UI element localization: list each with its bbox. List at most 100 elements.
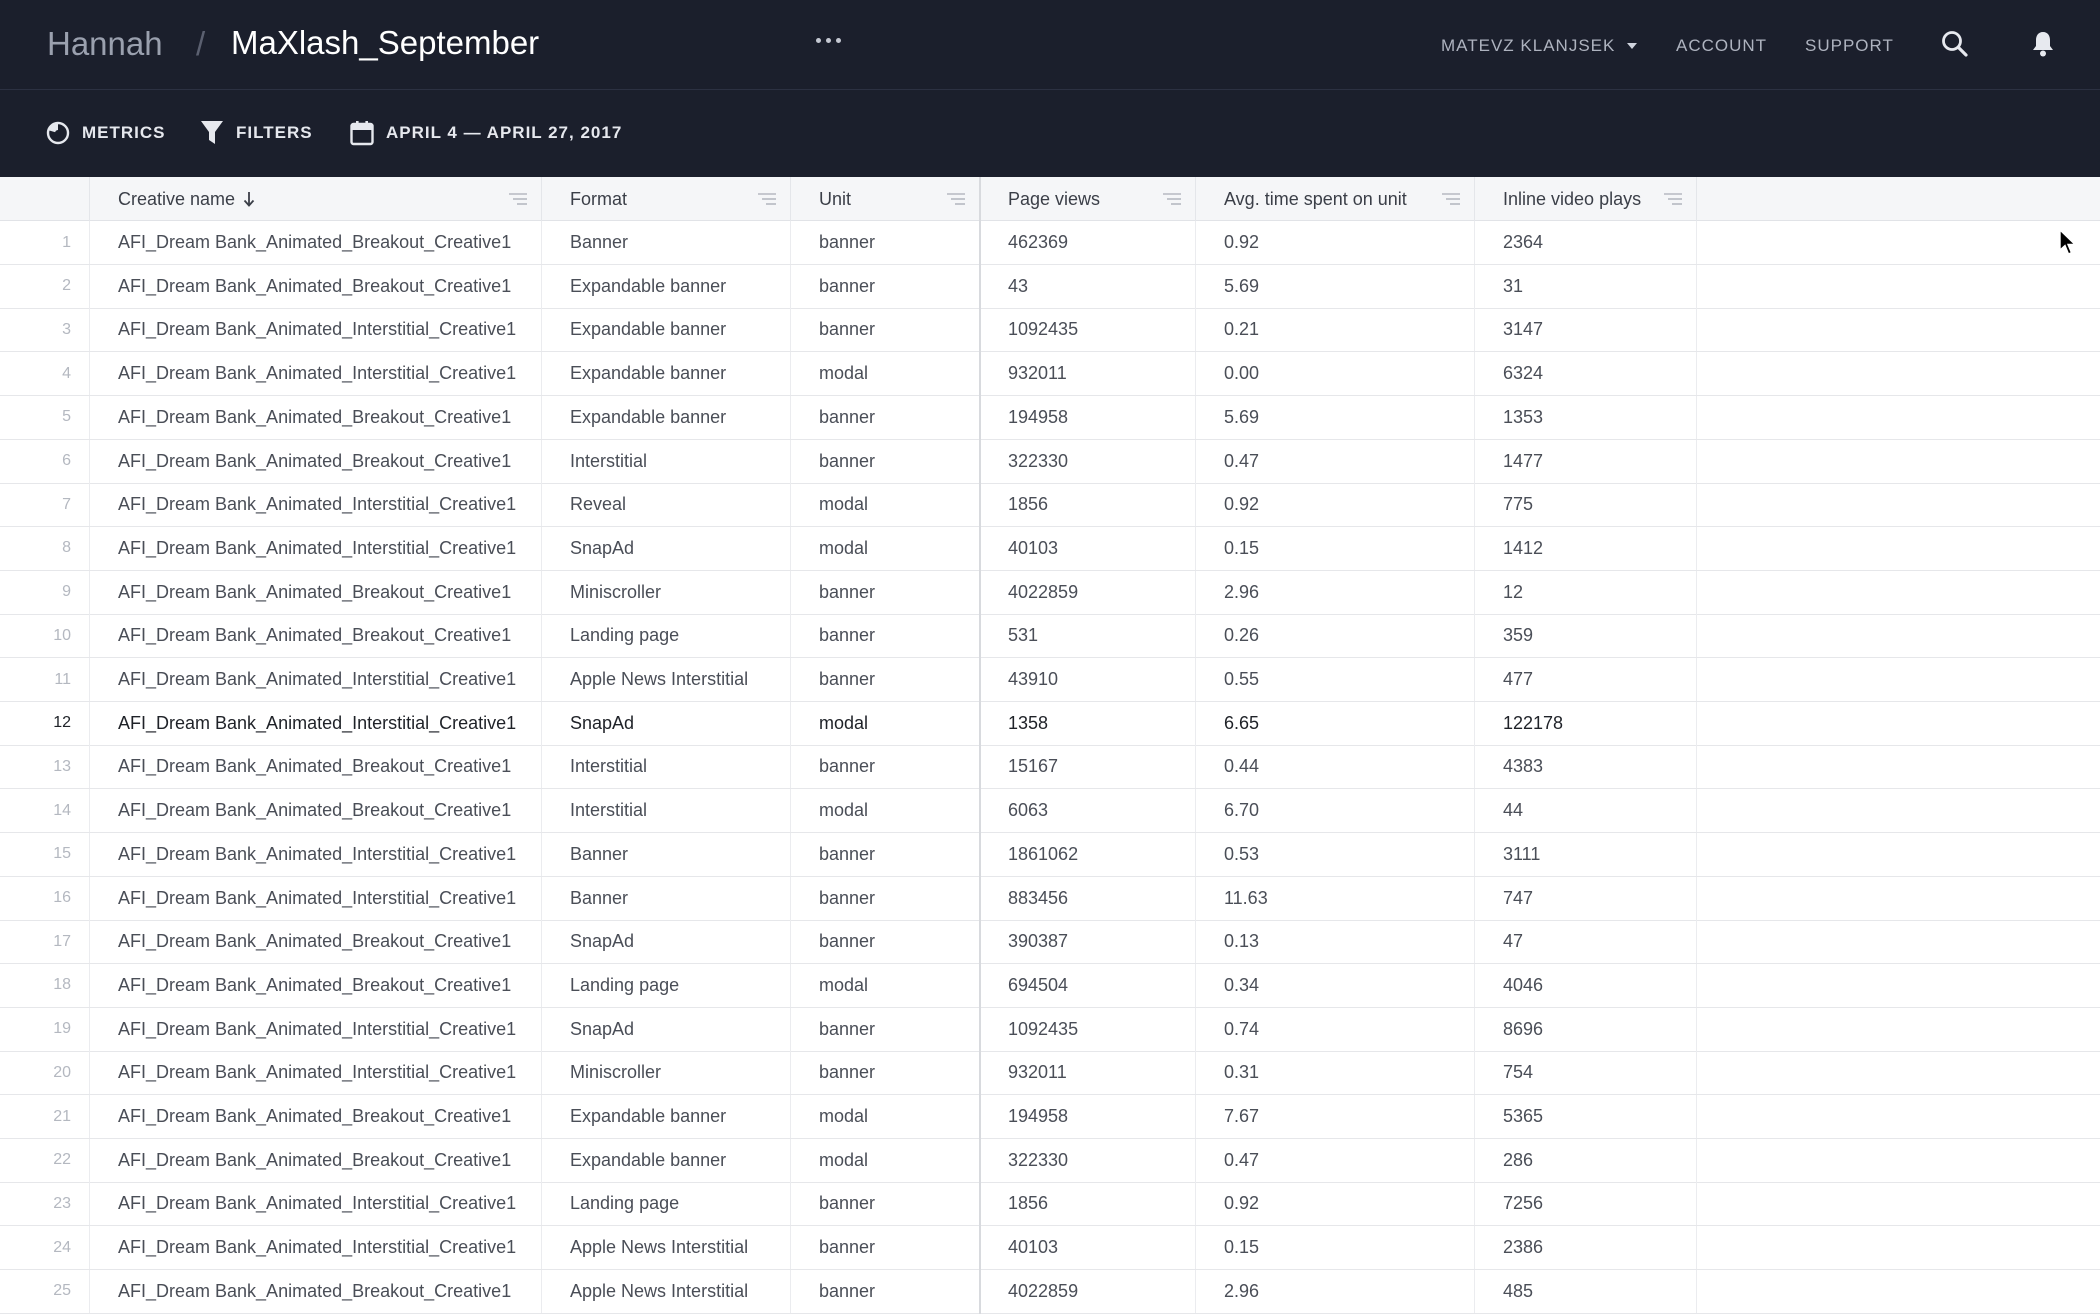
unit-cell: banner — [791, 920, 980, 964]
unit-cell: banner — [791, 439, 980, 483]
avg-time-cell: 0.15 — [1196, 1226, 1475, 1270]
column-header-page-views[interactable]: Page views — [980, 177, 1196, 221]
table-row[interactable]: 17 AFI_Dream Bank_Animated_Breakout_Creat… — [0, 920, 2100, 965]
inline-video-plays-cell: 3111 — [1475, 832, 1697, 876]
avg-time-cell: 0.92 — [1196, 483, 1475, 527]
table-row[interactable]: 9 AFI_Dream Bank_Animated_Breakout_Creati… — [0, 570, 2100, 615]
page-views-cell: 194958 — [980, 1095, 1196, 1138]
page-views-cell: 1092435 — [980, 308, 1196, 352]
sort-down-icon[interactable] — [243, 191, 255, 207]
ellipsis-icon[interactable] — [810, 22, 846, 58]
search-icon[interactable] — [1939, 28, 1971, 60]
table-row[interactable]: 25 AFI_Dream Bank_Animated_Breakout_Creat… — [0, 1269, 2100, 1314]
column-header-unit[interactable]: Unit — [791, 177, 980, 221]
table-row[interactable]: 3 AFI_Dream Bank_Animated_Interstitial_Cr… — [0, 308, 2100, 353]
unit-cell: banner — [791, 1182, 980, 1226]
row-index-cell: 4 — [0, 352, 90, 396]
user-menu[interactable]: MATEVZ KLANJSEK — [1441, 36, 1638, 56]
column-label: Avg. time spent on unit — [1224, 188, 1407, 209]
table-row[interactable]: 23 AFI_Dream Bank_Animated_Interstitial_C… — [0, 1182, 2100, 1227]
unit-cell: banner — [791, 614, 980, 658]
unit-cell: banner — [791, 876, 980, 920]
inline-video-plays-cell: 2386 — [1475, 1226, 1697, 1270]
row-index-cell: 12 — [0, 701, 90, 745]
creative-name-cell: AFI_Dream Bank_Animated_Interstitial_Cre… — [90, 483, 542, 527]
table-row[interactable]: 19 AFI_Dream Bank_Animated_Interstitial_C… — [0, 1007, 2100, 1052]
table-row[interactable]: 5 AFI_Dream Bank_Animated_Breakout_Creati… — [0, 395, 2100, 440]
format-cell: Expandable banner — [542, 352, 791, 396]
table-row[interactable]: 20 AFI_Dream Bank_Animated_Interstitial_C… — [0, 1051, 2100, 1096]
format-cell: Landing page — [542, 963, 791, 1007]
avg-time-cell: 0.44 — [1196, 745, 1475, 789]
avg-time-cell: 5.69 — [1196, 395, 1475, 439]
inline-video-plays-cell: 122178 — [1475, 701, 1697, 745]
row-index-cell: 6 — [0, 439, 90, 483]
avg-time-cell: 11.63 — [1196, 876, 1475, 920]
column-header-format[interactable]: Format — [542, 177, 791, 221]
column-header-creative-name[interactable]: Creative name — [90, 177, 542, 221]
table-row[interactable]: 18 AFI_Dream Bank_Animated_Breakout_Creat… — [0, 963, 2100, 1008]
date-range-picker[interactable]: APRIL 4 — APRIL 27, 2017 — [350, 118, 622, 148]
page-views-cell: 932011 — [980, 1051, 1196, 1095]
page-views-cell: 15167 — [980, 745, 1196, 789]
column-menu-icon[interactable] — [509, 193, 527, 205]
table-row[interactable]: 21 AFI_Dream Bank_Animated_Breakout_Creat… — [0, 1095, 2100, 1139]
column-header-inline-video-plays[interactable]: Inline video plays — [1475, 177, 1697, 221]
date-range-label: APRIL 4 — APRIL 27, 2017 — [386, 123, 623, 142]
table-row[interactable]: 2 AFI_Dream Bank_Animated_Breakout_Creati… — [0, 264, 2100, 309]
format-cell: Expandable banner — [542, 1138, 791, 1182]
inline-video-plays-cell: 5365 — [1475, 1095, 1697, 1138]
column-menu-icon[interactable] — [1442, 193, 1460, 205]
table-row[interactable]: 12 AFI_Dream Bank_Animated_Interstitial_C… — [0, 701, 2100, 746]
table-row[interactable]: 24 AFI_Dream Bank_Animated_Interstitial_C… — [0, 1226, 2100, 1271]
column-menu-icon[interactable] — [1664, 193, 1682, 205]
avg-time-cell: 5.69 — [1196, 264, 1475, 308]
table-row[interactable]: 13 AFI_Dream Bank_Animated_Breakout_Creat… — [0, 745, 2100, 790]
table-row[interactable]: 7 AFI_Dream Bank_Animated_Interstitial_Cr… — [0, 483, 2100, 528]
table-row[interactable]: 16 AFI_Dream Bank_Animated_Interstitial_C… — [0, 876, 2100, 921]
table-row[interactable]: 10 AFI_Dream Bank_Animated_Breakout_Creat… — [0, 614, 2100, 659]
unit-cell: banner — [791, 1051, 980, 1095]
table-row[interactable]: 6 AFI_Dream Bank_Animated_Breakout_Creati… — [0, 439, 2100, 484]
avg-time-cell: 2.96 — [1196, 570, 1475, 614]
inline-video-plays-cell: 47 — [1475, 920, 1697, 964]
metrics-button[interactable]: METRICS — [46, 118, 166, 148]
format-cell: Landing page — [542, 1182, 791, 1226]
avg-time-cell: 0.21 — [1196, 308, 1475, 352]
avg-time-cell: 0.00 — [1196, 352, 1475, 396]
filters-button[interactable]: FILTERS — [200, 118, 313, 148]
mouse-cursor-icon — [2059, 229, 2077, 255]
page-views-cell: 194958 — [980, 395, 1196, 439]
gauge-icon — [46, 121, 70, 145]
row-index-cell: 15 — [0, 832, 90, 876]
table-row[interactable]: 1 AFI_Dream Bank_Animated_Breakout_Creati… — [0, 221, 2100, 265]
row-index-cell: 13 — [0, 745, 90, 789]
column-menu-icon[interactable] — [758, 193, 776, 205]
table-row[interactable]: 4 AFI_Dream Bank_Animated_Interstitial_Cr… — [0, 352, 2100, 397]
table-row[interactable]: 22 AFI_Dream Bank_Animated_Breakout_Creat… — [0, 1138, 2100, 1183]
account-link[interactable]: ACCOUNT — [1676, 36, 1768, 55]
table-row[interactable]: 8 AFI_Dream Bank_Animated_Interstitial_Cr… — [0, 526, 2100, 571]
inline-video-plays-cell: 286 — [1475, 1138, 1697, 1182]
breadcrumb-root[interactable]: Hannah — [47, 25, 163, 62]
breadcrumb-separator: / — [196, 25, 206, 62]
creative-name-cell: AFI_Dream Bank_Animated_Interstitial_Cre… — [90, 1007, 542, 1051]
table-row[interactable]: 14 AFI_Dream Bank_Animated_Breakout_Creat… — [0, 789, 2100, 834]
avg-time-cell: 0.26 — [1196, 614, 1475, 658]
table-row[interactable]: 15 AFI_Dream Bank_Animated_Interstitial_C… — [0, 832, 2100, 877]
page-views-cell: 322330 — [980, 439, 1196, 483]
column-menu-icon[interactable] — [947, 193, 965, 205]
table-row[interactable]: 11 AFI_Dream Bank_Animated_Interstitial_C… — [0, 658, 2100, 702]
creative-name-cell: AFI_Dream Bank_Animated_Interstitial_Cre… — [90, 876, 542, 920]
row-index-cell: 25 — [0, 1269, 90, 1313]
page-views-cell: 1856 — [980, 483, 1196, 527]
support-link[interactable]: SUPPORT — [1805, 36, 1894, 55]
bell-icon[interactable] — [2027, 28, 2059, 60]
row-index-cell: 5 — [0, 395, 90, 439]
column-header-avg-time[interactable]: Avg. time spent on unit — [1196, 177, 1475, 221]
avg-time-cell: 0.13 — [1196, 920, 1475, 964]
inline-video-plays-cell: 485 — [1475, 1269, 1697, 1313]
page-views-cell: 1092435 — [980, 1007, 1196, 1051]
inline-video-plays-cell: 3147 — [1475, 308, 1697, 352]
column-menu-icon[interactable] — [1163, 193, 1181, 205]
